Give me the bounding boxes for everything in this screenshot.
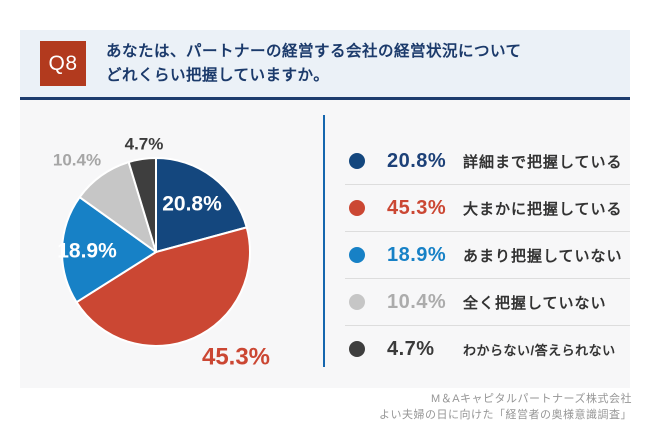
vertical-divider bbox=[323, 115, 325, 367]
question-number-badge: Q8 bbox=[40, 41, 86, 86]
question-text: あなたは、パートナーの経営する会社の経営状況について どれくらい把握していますか… bbox=[106, 40, 522, 88]
legend-color-dot bbox=[349, 294, 365, 310]
legend-row-2: 45.3% 大まかに把握している bbox=[345, 185, 630, 232]
legend-label: あまり把握していない bbox=[463, 247, 623, 265]
legend-percent: 4.7% bbox=[387, 337, 435, 360]
legend: 20.8% 詳細まで把握している 45.3% 大まかに把握している 18.9% あまり把握… bbox=[345, 138, 630, 372]
legend-percent: 20.8% bbox=[387, 149, 447, 172]
pie-label-2: 45.3% bbox=[202, 344, 270, 371]
pie-slice-5 bbox=[127, 157, 157, 253]
legend-label: 詳細まで把握している bbox=[463, 153, 623, 171]
footer-company: M＆Aキャピタルパートナーズ株式会社 bbox=[431, 393, 632, 405]
legend-label: 大まかに把握している bbox=[463, 200, 623, 218]
question-line-1: あなたは、パートナーの経営する会社の経営状況について bbox=[106, 42, 522, 60]
legend-row-5: 4.7% わからない/答えられない bbox=[345, 326, 630, 372]
pie-label-1: 20.8% bbox=[162, 193, 222, 216]
legend-row-1: 20.8% 詳細まで把握している bbox=[345, 138, 630, 185]
legend-row-4: 10.4% 全く把握していない bbox=[345, 279, 630, 326]
pie-slice-3 bbox=[61, 196, 157, 304]
footer-survey-title: よい夫婦の日に向けた「経営者の奥様意識調査」 bbox=[379, 409, 632, 421]
legend-row-3: 18.9% あまり把握していない bbox=[345, 232, 630, 279]
pie-label-5: 4.7% bbox=[125, 135, 164, 154]
legend-color-dot bbox=[349, 153, 365, 169]
legend-color-dot bbox=[349, 247, 365, 263]
legend-color-dot bbox=[349, 200, 365, 216]
footer-credit: M＆Aキャピタルパートナーズ株式会社 よい夫婦の日に向けた「経営者の奥様意識調査… bbox=[379, 391, 632, 423]
question-header: Q8 あなたは、パートナーの経営する会社の経営状況について どれくらい把握してい… bbox=[20, 30, 630, 100]
question-line-2: どれくらい把握していますか。 bbox=[106, 66, 330, 84]
pie-chart: 20.8% 45.3% 18.9% 10.4% 4.7% bbox=[53, 135, 270, 371]
pie-slice-1 bbox=[155, 157, 248, 253]
legend-label: わからない/答えられない bbox=[463, 342, 616, 358]
legend-percent: 45.3% bbox=[387, 196, 447, 219]
legend-label: 全く把握していない bbox=[463, 294, 607, 312]
legend-color-dot bbox=[349, 341, 365, 357]
legend-percent: 18.9% bbox=[387, 243, 447, 266]
pie-label-4: 10.4% bbox=[53, 151, 101, 170]
legend-percent: 10.4% bbox=[387, 290, 447, 313]
pie-slice-2 bbox=[75, 226, 251, 347]
pie-label-3: 18.9% bbox=[57, 240, 117, 263]
